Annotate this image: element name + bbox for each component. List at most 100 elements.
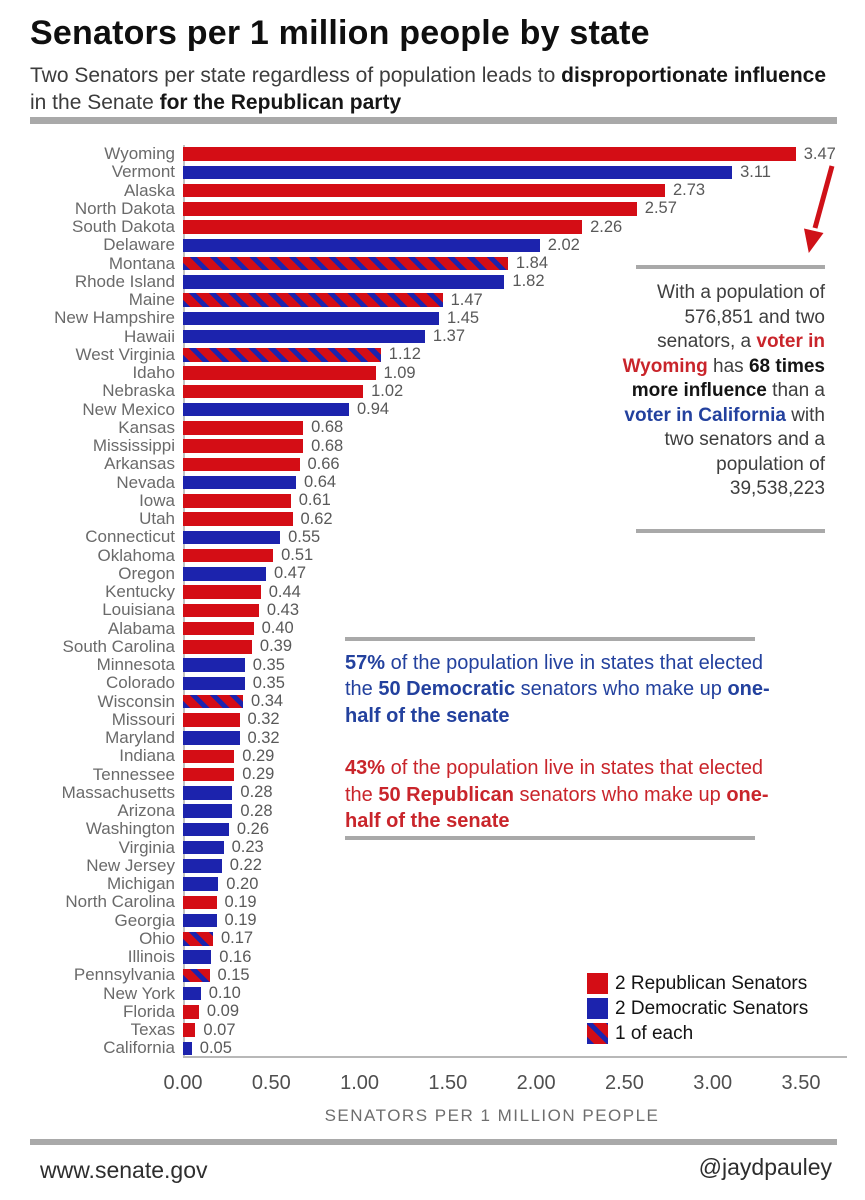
state-bar [183, 1023, 196, 1037]
state-label: Connecticut [85, 527, 175, 547]
subtitle-bold-disproportionate: disproportionate influence [561, 64, 827, 87]
state-bar [183, 1041, 192, 1056]
state-bar [183, 348, 381, 362]
state-bar [183, 293, 443, 307]
state-label: Georgia [114, 910, 175, 930]
x-tick-label: 3.50 [781, 1072, 821, 1094]
bar-value-label: 0.64 [304, 473, 337, 492]
state-bar [183, 165, 733, 180]
bar-value-label: 0.29 [242, 746, 275, 765]
wyoming-note-text: has [707, 355, 749, 377]
state-bar [183, 713, 240, 727]
legend-swatch-icon [587, 1023, 608, 1044]
legend-label: 2 Democratic Senators [615, 997, 809, 1019]
table-row: North Carolina 0.19 [0, 892, 836, 912]
bar-value-label: 0.17 [221, 929, 254, 948]
bar-value-label: 0.19 [224, 911, 257, 930]
table-row: Maine 1.47 [0, 290, 836, 309]
state-label: Utah [139, 509, 175, 529]
x-tick-label: 0.50 [251, 1072, 291, 1094]
y-axis-line [183, 145, 185, 1058]
bar-value-label: 0.61 [298, 491, 331, 510]
bar-value-label: 2.73 [673, 181, 706, 200]
author-handle: @jaydpauley [698, 1154, 832, 1180]
rep-bold-senators: 50 Republican [378, 783, 514, 806]
state-bar [183, 275, 505, 289]
state-bar [183, 676, 245, 691]
rep-bold-half: one-half of the senate [345, 783, 769, 832]
state-label: Alabama [107, 618, 175, 638]
state-label: Pennsylvania [73, 965, 175, 985]
table-row: Washington 0.26 [0, 819, 836, 838]
state-label: Ohio [139, 928, 175, 948]
state-label: Arizona [117, 801, 175, 821]
bar-value-label: 0.66 [307, 454, 340, 473]
table-row: West Virginia 1.12 [0, 345, 836, 364]
bar-value-label: 0.40 [261, 619, 294, 638]
state-bar [183, 238, 540, 253]
state-label: Vermont [111, 162, 175, 182]
table-row: Nevada 0.64 [0, 473, 836, 492]
state-label: Texas [130, 1020, 175, 1040]
state-bar [183, 621, 254, 636]
state-label: New York [103, 983, 175, 1003]
table-row: Maryland 0.32 [0, 728, 836, 747]
subtitle-bold-republican: for the Republican party [159, 91, 402, 115]
state-bar [183, 548, 274, 563]
x-tick-label: 2.50 [604, 1072, 644, 1094]
table-row: New Hampshire 1.45 [0, 308, 836, 327]
legend: 2 Republican Senators 2 Democratic Senat… [587, 971, 808, 1046]
bar-value-label: 0.68 [311, 436, 344, 455]
bar-value-label: 0.15 [217, 965, 250, 984]
state-bar [183, 202, 637, 216]
state-bar [183, 749, 235, 764]
page-subtitle: Two Senators per state regardless of pop… [30, 62, 838, 117]
state-bar [183, 932, 213, 946]
table-row: Nebraska 1.02 [0, 381, 836, 400]
majority-note: 57% of the population live in states tha… [345, 650, 773, 834]
state-label: Delaware [103, 235, 175, 255]
wyoming-note-text: With a population of 576,851 and two sen… [657, 282, 825, 352]
table-row: Tennessee 0.29 [0, 765, 836, 784]
table-row: Arizona 0.28 [0, 801, 836, 821]
table-row: Connecticut 0.55 [0, 527, 836, 547]
table-row: Alabama 0.40 [0, 618, 836, 638]
bar-value-label: 0.55 [288, 527, 321, 546]
legend-swatch-icon [587, 973, 608, 994]
state-label: Virginia [118, 837, 175, 857]
state-label: Kentucky [105, 582, 175, 602]
bar-value-label: 0.26 [236, 819, 270, 838]
state-bar [183, 183, 665, 198]
table-row: Montana 1.84 [0, 253, 836, 273]
state-bar [183, 421, 304, 435]
bar-value-label: 1.45 [447, 308, 480, 327]
table-row: Massachusetts 0.28 [0, 783, 836, 802]
rep-text: senators who make up [513, 783, 727, 806]
state-label: North Carolina [65, 892, 175, 912]
legend-item: 1 of each [587, 1021, 808, 1046]
state-label: Montana [108, 253, 175, 273]
legend-label: 1 of each [615, 1022, 694, 1044]
header-divider [30, 117, 837, 124]
table-row: Rhode Island 1.82 [0, 272, 836, 291]
subtitle-text: Two Senators per state regardless of pop… [30, 64, 562, 87]
table-row: Alaska 2.73 [0, 181, 836, 200]
x-axis-line [183, 1056, 847, 1058]
dem-bold-half: one-half of the senate [345, 678, 770, 727]
bar-value-label: 0.28 [240, 783, 273, 802]
bar-value-label: 0.05 [199, 1038, 232, 1057]
table-row: Vermont 3.11 [0, 162, 836, 182]
bar-value-label: 0.47 [274, 564, 307, 583]
x-axis-title: SENATORS PER 1 MILLION PEOPLE [324, 1106, 660, 1125]
page-title: Senators per 1 million people by state [30, 14, 650, 52]
table-row: Arkansas 0.66 [0, 454, 836, 473]
bar-value-label: 0.34 [251, 692, 284, 711]
bar-value-label: 0.94 [357, 400, 390, 419]
bar-value-label: 1.09 [383, 363, 416, 382]
bar-value-label: 0.32 [247, 728, 280, 747]
state-label: Idaho [132, 363, 175, 383]
bar-value-label: 0.20 [226, 874, 259, 893]
table-row: Delaware 2.02 [0, 235, 836, 255]
state-bar [183, 256, 508, 271]
table-row: Wisconsin 0.34 [0, 692, 836, 711]
